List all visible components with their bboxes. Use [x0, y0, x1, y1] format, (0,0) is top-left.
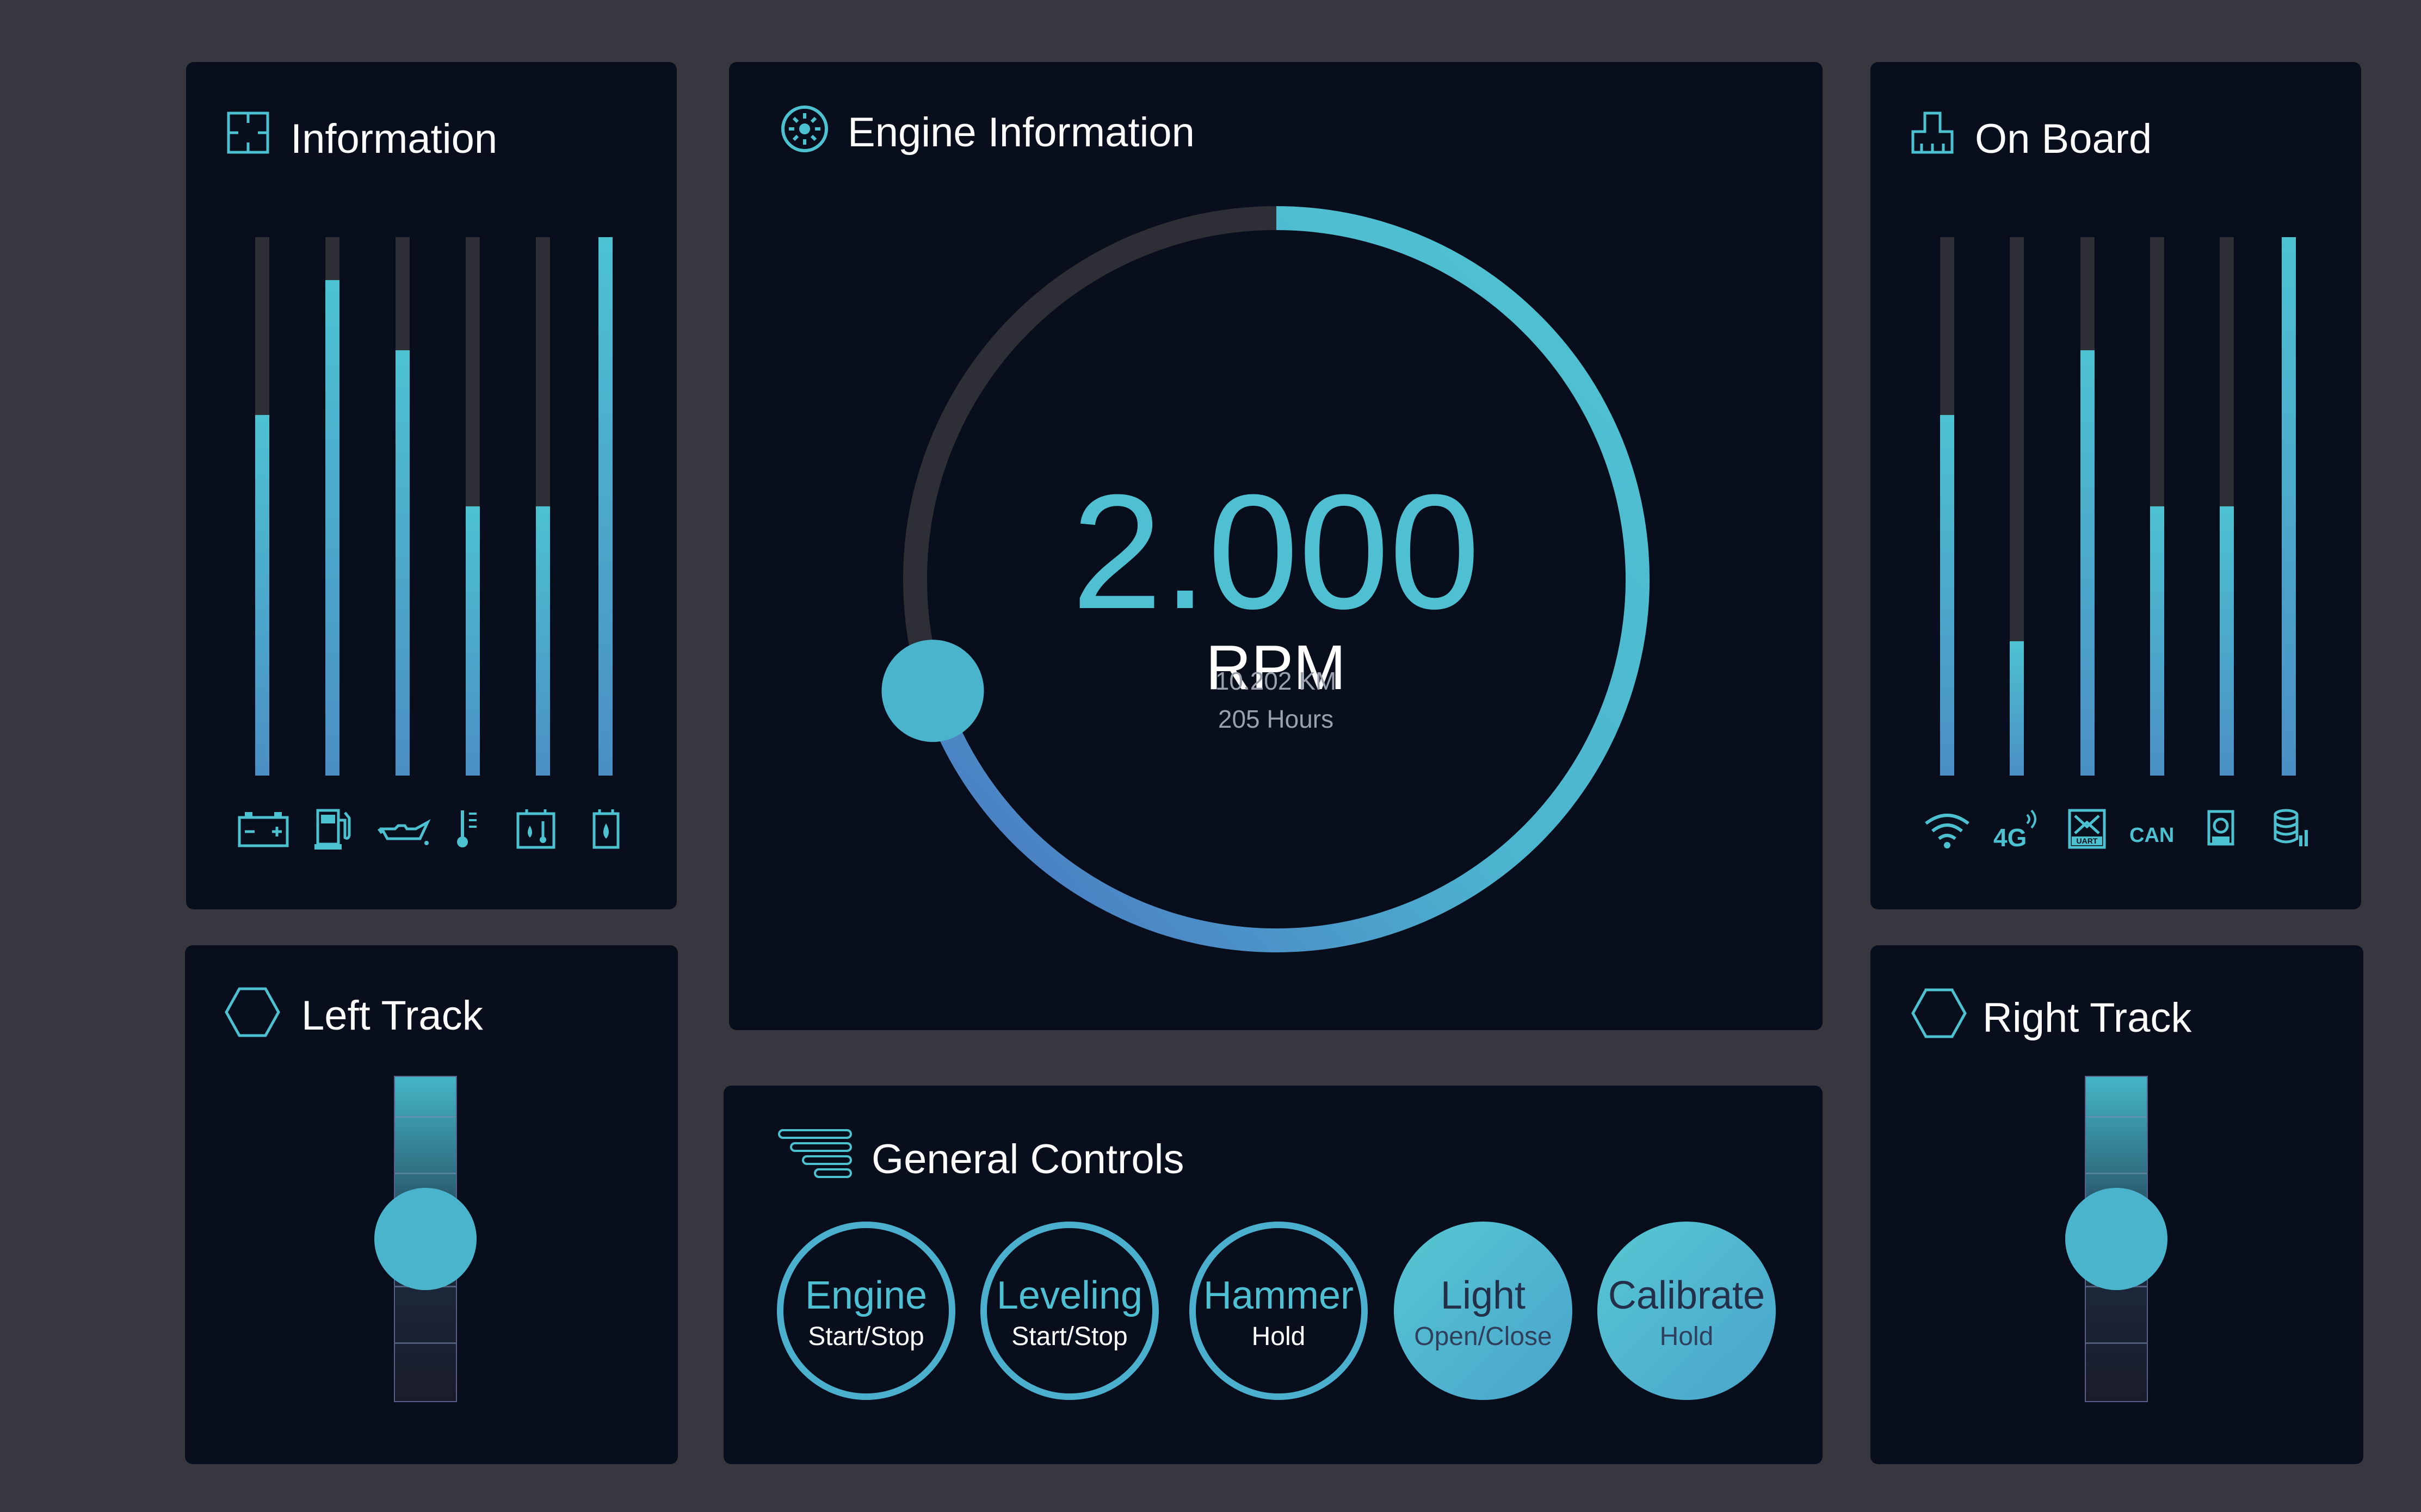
control-sublabel: Open/Close: [1414, 1322, 1552, 1351]
database-icon: [2274, 809, 2308, 846]
bar-temperature: [466, 237, 480, 776]
bar-wifi: [1940, 237, 1954, 776]
hexagon-icon: [1911, 988, 1967, 1038]
engine-gear-icon: [781, 106, 828, 152]
coolant-level-icon: [592, 809, 620, 849]
panel-title: Engine Information: [848, 109, 1195, 156]
frame-icon: [227, 111, 269, 154]
bar-4g: [2010, 237, 2024, 776]
onboard-panel: On Board 4G UART CAN: [1870, 62, 2361, 909]
oil-can-icon: [378, 819, 431, 845]
panel-title: Right Track: [1982, 995, 2192, 1041]
bar-fill: [2080, 350, 2095, 776]
right-track-panel: Right Track: [1870, 945, 2363, 1464]
panel-title: General Controls: [872, 1136, 1184, 1182]
rail-divider: [395, 1342, 456, 1344]
svg-text:UART: UART: [2077, 836, 2098, 845]
bar-can: [2150, 237, 2164, 776]
svg-text:4G: 4G: [1993, 823, 2027, 851]
information-panel: Information: [186, 62, 677, 909]
bar-fill: [598, 237, 613, 776]
left-track-slider-knob[interactable]: [374, 1188, 477, 1290]
bar-fuel: [325, 237, 339, 776]
rpm-unit: RPM: [1206, 632, 1346, 703]
left-track-panel: Left Track: [185, 945, 678, 1464]
rail-divider: [2086, 1116, 2147, 1118]
control-sublabel: Hold: [1659, 1322, 1714, 1351]
panel-title: Left Track: [301, 993, 483, 1039]
rpm-value: 2.000: [1071, 460, 1480, 643]
bar-fill: [255, 414, 269, 776]
control-label: Light: [1440, 1274, 1526, 1317]
bar-uart: [2080, 237, 2095, 776]
bar-fill: [2220, 506, 2234, 776]
leveling-start-stop-button[interactable]: Leveling Start/Stop: [980, 1222, 1159, 1400]
right-track-slider-knob[interactable]: [2065, 1188, 2167, 1290]
hammer-hold-button[interactable]: Hammer Hold: [1189, 1222, 1368, 1400]
distance-value: 10.202 KM: [1215, 667, 1337, 695]
control-label: Calibrate: [1608, 1274, 1765, 1317]
bar-fill: [2150, 506, 2164, 776]
fuel-pump-icon: [314, 809, 351, 850]
bar-storage: [2220, 237, 2234, 776]
control-sublabel: Hold: [1251, 1322, 1306, 1351]
rpm-gauge: [881, 206, 1650, 952]
bar-coolant-level: [598, 237, 613, 776]
rail-divider: [395, 1116, 456, 1118]
gauge-arc: [921, 206, 1650, 952]
bar-fill: [2010, 641, 2024, 776]
bar-fill: [2282, 237, 2296, 776]
panel-title: On Board: [1975, 116, 2152, 162]
general-controls-panel: General Controls Engine Start/Stop Level…: [724, 1086, 1823, 1464]
bar-fill: [396, 350, 410, 776]
control-label: Engine: [805, 1274, 928, 1317]
hexagon-icon: [225, 987, 280, 1037]
rail-divider: [2086, 1173, 2147, 1174]
uart-icon: UART: [2068, 809, 2106, 849]
gauge-knob[interactable]: [881, 640, 984, 742]
bar-fill: [466, 506, 480, 776]
rail-divider: [395, 1173, 456, 1174]
control-label: Hammer: [1203, 1274, 1354, 1317]
hours-value: 205 Hours: [1218, 705, 1334, 733]
bar-fill: [536, 506, 550, 776]
engine-information-panel: Engine Information 2.000 RPM 10.202 KM 2…: [729, 62, 1823, 1030]
svg-text:CAN: CAN: [2129, 824, 2174, 846]
control-sublabel: Start/Stop: [1011, 1322, 1128, 1351]
bar-coolant-temperature: [536, 237, 550, 776]
wifi-icon: [1925, 814, 1969, 848]
storage-card-icon: [2207, 810, 2234, 846]
light-open-close-button[interactable]: Light Open/Close: [1394, 1222, 1572, 1400]
bar-fill: [325, 280, 339, 776]
onboard-module-icon: [1911, 111, 1954, 154]
bar-battery: [255, 237, 269, 776]
battery-icon: [238, 812, 289, 847]
panel-title: Information: [291, 116, 498, 162]
control-sublabel: Start/Stop: [808, 1322, 924, 1351]
bar-fill: [1940, 414, 1954, 776]
calibrate-hold-button[interactable]: Calibrate Hold: [1597, 1222, 1776, 1400]
engine-start-stop-button[interactable]: Engine Start/Stop: [777, 1222, 955, 1400]
can-icon: CAN: [2129, 824, 2174, 846]
thermometer-icon: [457, 810, 477, 847]
coolant-temperature-icon: [516, 809, 555, 849]
4g-icon: 4G: [1993, 809, 2036, 851]
rail-divider: [2086, 1342, 2147, 1344]
control-label: Leveling: [996, 1274, 1143, 1317]
bar-oil: [396, 237, 410, 776]
control-lines-icon: [778, 1129, 852, 1178]
bar-database: [2282, 237, 2296, 776]
